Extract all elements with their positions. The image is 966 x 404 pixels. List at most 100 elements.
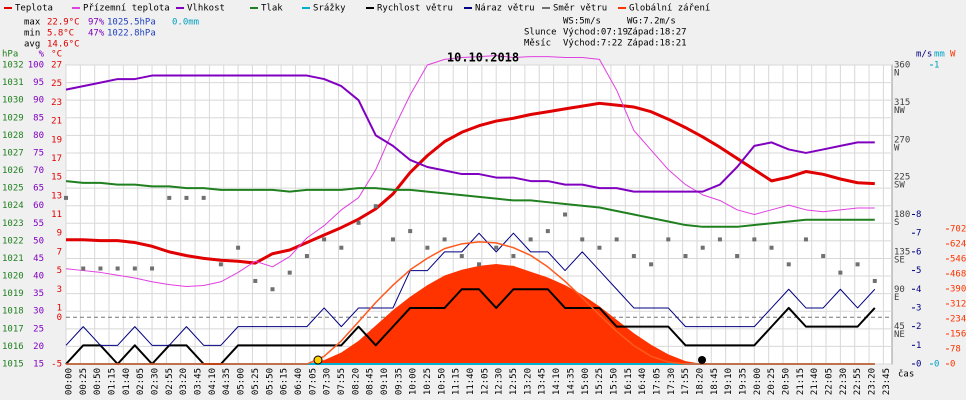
x-tick-label: 09:10	[380, 368, 390, 395]
astro-text: Měsíc	[524, 39, 551, 49]
direction-point	[683, 254, 688, 259]
y-tick-label: 624	[950, 240, 966, 250]
direction-point	[821, 254, 826, 259]
x-tick-label: 12:05	[480, 368, 490, 395]
axis-title: %	[39, 50, 45, 60]
direction-point	[666, 237, 671, 242]
x-tick-label: 08:45	[366, 368, 376, 395]
direction-point	[872, 278, 877, 283]
direction-point	[98, 266, 103, 271]
y-tick-label: 360	[894, 61, 910, 71]
axis-title: hPa	[2, 50, 18, 60]
y-tick-label: 25	[33, 324, 44, 334]
y-tick-label: 1029	[2, 113, 24, 123]
x-tick-label: 07:55	[337, 368, 347, 395]
direction-point	[322, 237, 327, 242]
x-tick-label: 21:40	[810, 368, 820, 395]
x-tick-label: 21:15	[796, 368, 806, 395]
y-tick-label: 7	[916, 229, 921, 239]
x-tick-label: 13:45	[538, 368, 548, 395]
y-tick-label: 90	[33, 96, 44, 106]
direction-point	[304, 254, 309, 259]
legend-label: Tlak	[261, 4, 283, 14]
x-tick-label: 16:40	[638, 368, 648, 395]
legend-label: Globální záření	[629, 4, 710, 14]
y-tick-label: 312	[950, 300, 966, 310]
y-tick-label: 5	[57, 266, 62, 276]
x-tick-label: 23:45	[882, 368, 892, 395]
y-tick-label: 270	[894, 135, 910, 145]
astro-text: Východ:07:19	[563, 28, 628, 38]
direction-point	[528, 237, 533, 242]
x-tick-label: 22:05	[825, 368, 835, 395]
x-tick-label: 02:05	[136, 368, 146, 395]
direction-point	[597, 245, 602, 250]
y-tick-label: 27	[51, 61, 62, 71]
y-tick-label: 1032	[2, 61, 24, 71]
y-tick-label: 95	[33, 78, 44, 88]
y-tick-label: 75	[33, 148, 44, 158]
direction-point	[786, 262, 791, 267]
x-tick-label: 10:00	[409, 368, 419, 395]
direction-point	[735, 254, 740, 259]
stat-text: 22.9°C	[47, 18, 80, 28]
direction-point	[838, 270, 843, 275]
stat-text: 0.0mm	[172, 18, 199, 28]
x-tick-label: 06:40	[294, 368, 304, 395]
x-tick-label: 07:05	[308, 368, 318, 395]
direction-point	[184, 195, 189, 200]
wind-stat: WG:7.2m/s	[627, 17, 676, 27]
direction-point	[167, 195, 172, 200]
x-tick-label: 15:25	[595, 368, 605, 395]
y-tick-label: 55	[33, 219, 44, 229]
direction-point	[201, 195, 206, 200]
x-tick-label: 17:55	[681, 368, 691, 395]
y-tick-label: 315	[894, 98, 910, 108]
x-tick-label: 02:30	[151, 368, 161, 395]
y-tick-label: 0	[916, 360, 921, 370]
x-tick-label: 00:25	[79, 368, 89, 395]
legend-label: Srážky	[313, 4, 346, 14]
y-tick-label: 0	[57, 313, 62, 323]
y-tick-label: 6	[916, 247, 921, 257]
y-tick-label: 35	[33, 289, 44, 299]
y-tick-label: 15	[33, 360, 44, 370]
y-tick-label: 15	[51, 173, 62, 183]
x-tick-label: 12:30	[495, 368, 505, 395]
x-tick-label: 16:15	[624, 368, 634, 395]
stat-text: avg	[24, 40, 40, 50]
x-tick-label: 11:15	[452, 368, 462, 395]
y-tick-label: 3	[916, 303, 921, 313]
direction-point	[477, 262, 481, 267]
y-tick-label: 1017	[2, 324, 24, 334]
direction-point	[717, 237, 722, 242]
axis-title: W	[950, 50, 956, 60]
y-tick-label: 1024	[2, 201, 24, 211]
direction-point	[855, 262, 860, 267]
series-line	[65, 180, 875, 228]
y-tick-label: 1023	[2, 219, 24, 229]
wind-stat: WS:5m/s	[563, 17, 601, 27]
y-tick-label: 225	[894, 173, 910, 183]
compass-label: N	[894, 69, 899, 79]
y-tick-label: 1031	[2, 78, 24, 88]
direction-point	[769, 245, 774, 250]
legend-label: Rychlost větru	[377, 4, 453, 14]
y-tick-label: 390	[950, 285, 966, 295]
x-tick-label: 02:55	[165, 368, 175, 395]
y-tick-label: 90	[894, 285, 905, 295]
stat-text: 47%	[88, 29, 105, 39]
y-tick-label: 1028	[2, 131, 24, 141]
direction-point	[459, 254, 464, 259]
x-tick-label: 23:20	[868, 368, 878, 395]
x-tick-label: 19:10	[724, 368, 734, 395]
astro-text: Západ:18:21	[627, 39, 687, 49]
y-tick-label: 30	[33, 307, 44, 317]
y-tick-label: 1018	[2, 307, 24, 317]
y-tick-label: 5	[916, 266, 921, 276]
x-tick-label: 01:15	[108, 368, 118, 395]
direction-point	[700, 245, 705, 250]
direction-point	[803, 237, 808, 242]
compass-label: SE	[894, 255, 905, 265]
direction-point	[649, 262, 654, 267]
